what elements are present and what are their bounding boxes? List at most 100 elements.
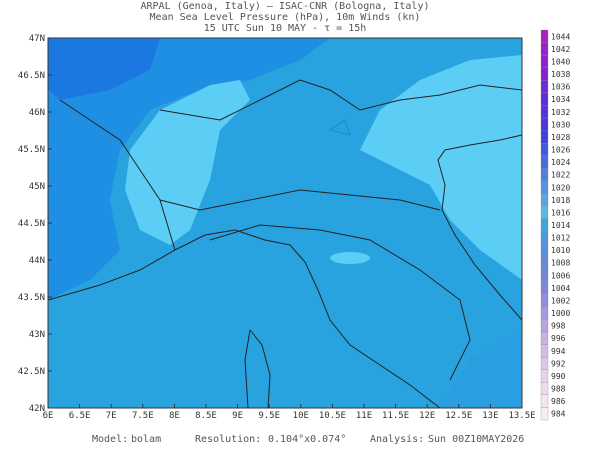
colorbar-swatch [540, 105, 549, 119]
colorbar-swatch [540, 256, 549, 270]
lon-tick-label: 7.5E [132, 411, 154, 421]
colorbar-swatch [540, 193, 549, 207]
colorbar-label: 1012 [551, 234, 570, 243]
lat-tick-label: 45N [29, 182, 45, 192]
colorbar-swatch [540, 143, 549, 156]
colorbar-label: 1000 [551, 309, 570, 318]
colorbar-swatch [540, 155, 549, 169]
colorbar-swatch [540, 243, 549, 257]
lon-tick-label: 6.5E [69, 411, 91, 421]
colorbar-label: 1022 [551, 171, 570, 180]
colorbar-label: 1024 [551, 158, 570, 167]
lon-tick-label: 9.5E [258, 411, 280, 421]
lat-axis: 47N 46.5N 46N 45.5N 45N 44.5N 44N 43.5N 43N 42.5N… [18, 34, 52, 414]
colorbar-swatch [540, 92, 549, 106]
lon-tick-label: 11.5E [382, 411, 409, 421]
lat-tick-label: 45.5N [18, 145, 45, 155]
colorbar: 1044 1042 1040 1038 1036 1034 1032 1030 1028 1026… [540, 29, 570, 421]
map [48, 38, 522, 408]
colorbar-swatch [540, 369, 549, 383]
colorbar-swatch [540, 407, 549, 421]
colorbar-label: 996 [551, 334, 566, 343]
colorbar-label: 1032 [551, 108, 570, 117]
lon-tick-label: 6E [43, 411, 54, 421]
colorbar-label: 1010 [551, 246, 570, 255]
colorbar-swatch [540, 80, 549, 94]
colorbar-label: 1028 [551, 133, 570, 142]
colorbar-swatch [540, 180, 549, 194]
lat-tick-label: 44N [29, 256, 45, 266]
lon-tick-label: 13.5E [508, 411, 535, 421]
colorbar-swatch [540, 281, 549, 295]
colorbar-label: 1044 [551, 32, 570, 41]
lon-tick-label: 12E [419, 411, 435, 421]
lat-tick-label: 43N [29, 330, 45, 340]
lat-tick-label: 46N [29, 108, 45, 118]
header-line: 15 UTC Sun 10 MAY - τ = 15h [204, 23, 367, 34]
lon-tick-label: 11E [356, 411, 372, 421]
colorbar-label: 1034 [551, 95, 570, 104]
footer-value: 0.104°x0.074° [268, 434, 346, 445]
colorbar-label: 1020 [551, 183, 570, 192]
footer-label: Resolution: [195, 434, 261, 445]
colorbar-label: 1040 [551, 57, 570, 66]
header-line: ARPAL (Genoa, Italy) — ISAC-CNR (Bologna… [141, 1, 430, 12]
colorbar-label: 988 [551, 385, 566, 394]
colorbar-swatch [540, 231, 549, 245]
colorbar-swatch [540, 294, 549, 307]
colorbar-label: 984 [551, 410, 566, 419]
lon-tick-label: 8.5E [195, 411, 217, 421]
lon-axis: 6E 6.5E 7E 7.5E 8E 8.5E 9E 9.5E 10E 10.5E 11E 11.5E… [43, 404, 536, 421]
colorbar-swatch [540, 268, 549, 282]
colorbar-swatch [540, 55, 549, 68]
lat-tick-label: 43.5N [18, 293, 45, 303]
lon-tick-label: 9E [232, 411, 243, 421]
colorbar-label: 992 [551, 359, 566, 368]
lat-tick-label: 44.5N [18, 219, 45, 229]
lon-tick-label: 7E [106, 411, 117, 421]
colorbar-label: 1038 [551, 70, 570, 79]
colorbar-label: 998 [551, 322, 566, 331]
footer-label: Analysis: [370, 434, 424, 445]
lon-tick-label: 8E [169, 411, 180, 421]
footer-value: Sun 00Z10MAY2026 [428, 434, 524, 445]
colorbar-swatch [540, 29, 549, 43]
colorbar-label: 1014 [551, 221, 570, 230]
colorbar-swatch [540, 218, 549, 232]
colorbar-label: 1006 [551, 271, 570, 280]
footer-label: Model: [92, 434, 128, 445]
colorbar-label: 1018 [551, 196, 570, 205]
colorbar-swatch [540, 331, 549, 345]
lat-tick-label: 46.5N [18, 71, 45, 81]
lat-tick-label: 42N [29, 404, 45, 414]
colorbar-label: 1042 [551, 45, 570, 54]
colorbar-swatch [540, 205, 549, 219]
colorbar-swatch [540, 344, 549, 358]
colorbar-swatch [540, 319, 549, 333]
colorbar-label: 986 [551, 397, 566, 406]
lon-tick-label: 10E [293, 411, 309, 421]
colorbar-swatch [540, 117, 549, 131]
colorbar-swatch [540, 306, 549, 320]
colorbar-label: 1008 [551, 259, 570, 268]
colorbar-label: 1016 [551, 208, 570, 217]
colorbar-swatch [540, 382, 549, 395]
header-line: Mean Sea Level Pressure (hPa), 10m Winds… [150, 12, 421, 23]
colorbar-label: 1026 [551, 146, 570, 155]
colorbar-label: 1030 [551, 120, 570, 129]
lon-tick-label: 13E [482, 411, 498, 421]
colorbar-swatch [540, 356, 549, 370]
colorbar-label: 990 [551, 372, 566, 381]
colorbar-swatch [540, 394, 549, 408]
colorbar-swatch [540, 168, 549, 182]
lat-tick-label: 47N [29, 34, 45, 44]
colorbar-swatch [540, 130, 549, 144]
colorbar-label: 1004 [551, 284, 570, 293]
footer-value: bolam [131, 434, 161, 445]
colorbar-swatch [540, 42, 549, 56]
colorbar-label: 994 [551, 347, 566, 356]
colorbar-label: 1002 [551, 296, 570, 305]
lon-tick-label: 10.5E [319, 411, 346, 421]
colorbar-label: 1036 [551, 83, 570, 92]
